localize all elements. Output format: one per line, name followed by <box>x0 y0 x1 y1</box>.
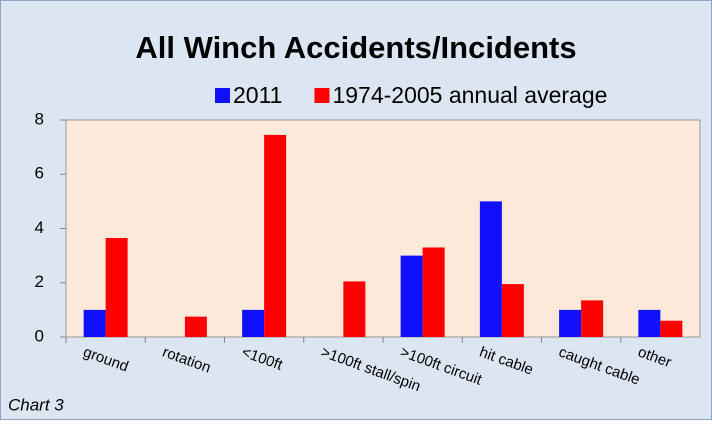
bar <box>479 201 502 337</box>
bar <box>105 237 128 337</box>
bar <box>242 309 265 337</box>
legend-label: 2011 <box>233 82 282 108</box>
bar <box>83 309 106 337</box>
plot-area <box>65 119 701 338</box>
footnote: Chart 3 <box>8 395 64 414</box>
legend-swatch <box>215 88 230 103</box>
bar <box>422 247 445 337</box>
y-tick-label: 8 <box>35 109 44 128</box>
bar <box>581 300 604 337</box>
bar <box>501 284 524 337</box>
y-tick-label: 4 <box>35 218 44 237</box>
bar <box>184 316 207 337</box>
legend-swatch <box>314 88 330 103</box>
bar <box>264 134 287 337</box>
bar <box>559 309 582 337</box>
y-tick-label: 6 <box>35 164 44 183</box>
bar <box>660 320 683 337</box>
bar <box>400 255 423 337</box>
bar <box>343 281 366 337</box>
legend-label: 1974-2005 annual average <box>332 82 607 108</box>
y-tick-label: 2 <box>35 272 44 291</box>
chart-title: All Winch Accidents/Incidents <box>135 30 576 65</box>
y-tick-label: 0 <box>35 326 44 345</box>
bar <box>638 309 661 337</box>
